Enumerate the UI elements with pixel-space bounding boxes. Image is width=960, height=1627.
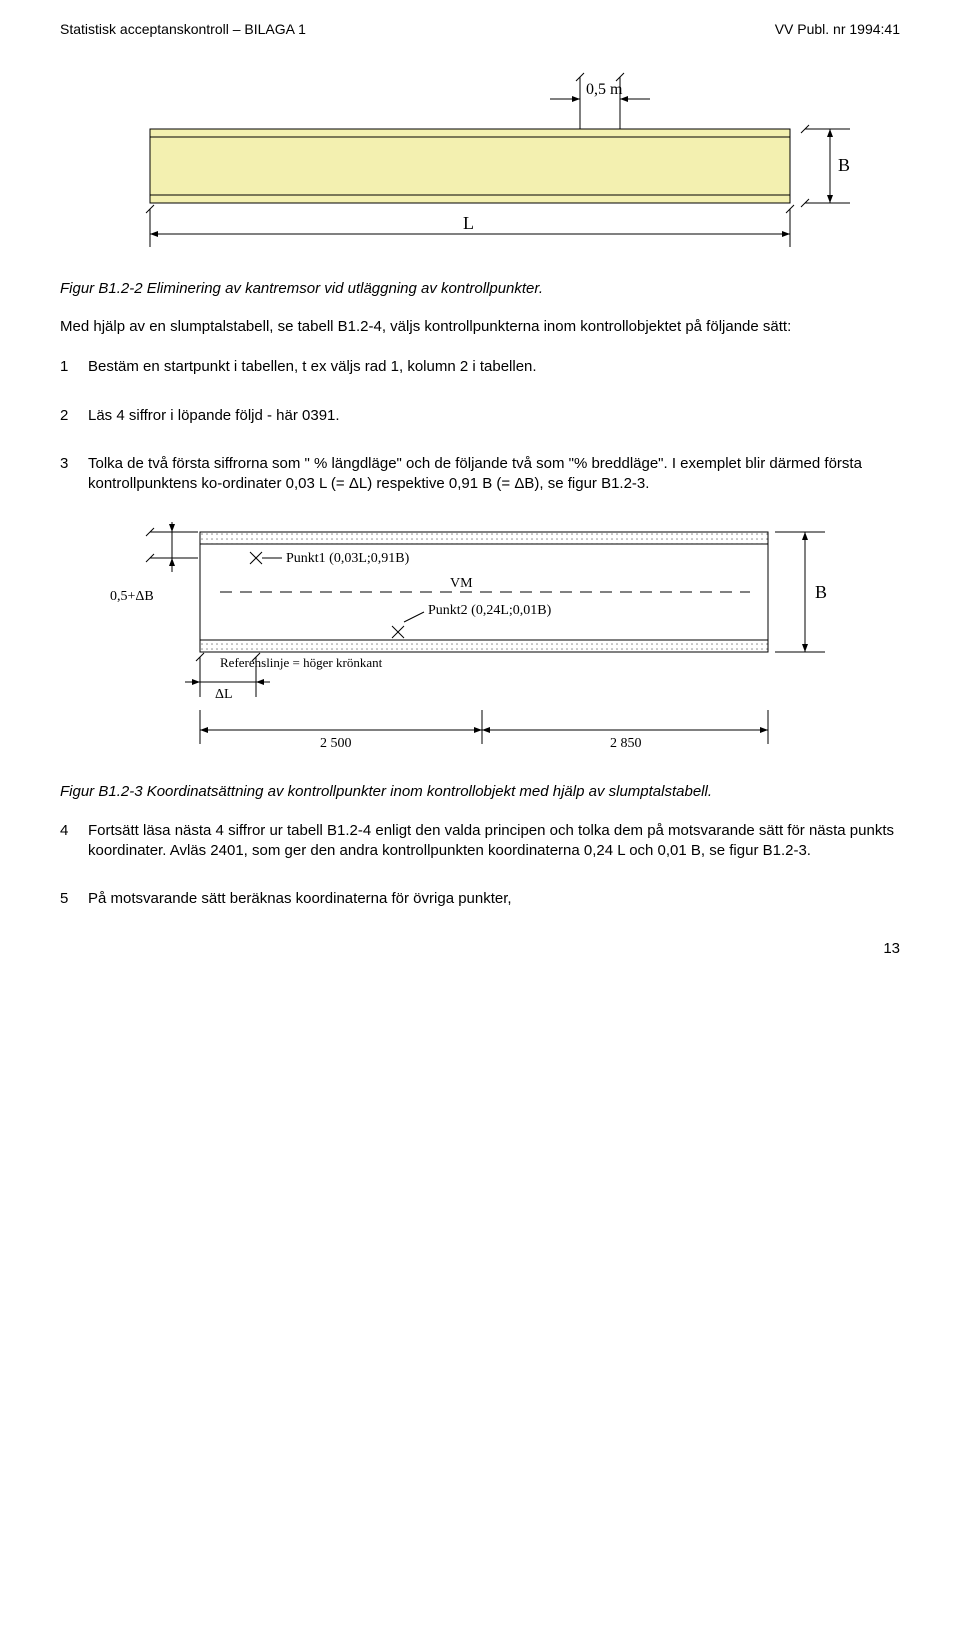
list-item: 5 På motsvarande sätt beräknas koordinat… <box>60 889 900 909</box>
fig2-punkt2: Punkt2 (0,24L;0,01B) <box>428 603 552 618</box>
step-number: 3 <box>60 454 88 495</box>
step-text: Läs 4 siffror i löpande följd - här 0391… <box>88 406 900 426</box>
list-item: 2 Läs 4 siffror i löpande följd - här 03… <box>60 406 900 426</box>
header-right: VV Publ. nr 1994:41 <box>775 20 900 39</box>
fig2-label-b: B <box>815 582 827 602</box>
intro-paragraph: Med hjälp av en slumptalstabell, se tabe… <box>60 317 900 337</box>
fig1-label-b: B <box>838 155 850 175</box>
fig1-label-l: L <box>463 213 474 233</box>
step-text: På motsvarande sätt beräknas koordinater… <box>88 889 900 909</box>
step-number: 5 <box>60 889 88 909</box>
step-number: 4 <box>60 821 88 862</box>
step-number: 1 <box>60 357 88 377</box>
list-item: 4 Fortsätt läsa nästa 4 siffror ur tabel… <box>60 821 900 862</box>
figure-b1-2-3: Punkt1 (0,03L;0,91B) VM Punkt2 (0,24L;0,… <box>110 522 850 762</box>
step-text: Tolka de två första siffrorna som " % lä… <box>88 454 900 495</box>
steps-list-1: 1 Bestäm en startpunkt i tabellen, t ex … <box>60 357 900 494</box>
fig2-vm: VM <box>450 576 473 591</box>
fig2-d-left: 2 500 <box>320 736 352 751</box>
step-number: 2 <box>60 406 88 426</box>
fig1-dim-top: 0,5 m <box>586 81 623 98</box>
list-item: 3 Tolka de två första siffrorna som " % … <box>60 454 900 495</box>
fig2-left-dim: 0,5+ΔB <box>110 589 154 604</box>
page-number: 13 <box>60 939 900 959</box>
figure-b1-2-2: 0,5 m B L <box>110 69 850 259</box>
fig2-caption: Figur B1.2-3 Koordinatsättning av kontro… <box>60 782 900 802</box>
header-left: Statistisk acceptanskontroll – BILAGA 1 <box>60 20 306 39</box>
steps-list-2: 4 Fortsätt läsa nästa 4 siffror ur tabel… <box>60 821 900 910</box>
list-item: 1 Bestäm en startpunkt i tabellen, t ex … <box>60 357 900 377</box>
page-header: Statistisk acceptanskontroll – BILAGA 1 … <box>60 20 900 39</box>
fig2-punkt1: Punkt1 (0,03L;0,91B) <box>286 551 410 566</box>
fig2-dL: ΔL <box>215 687 233 702</box>
fig2-d-right: 2 850 <box>610 736 642 751</box>
fig2-refline: Referenslinje = höger krönkant <box>220 655 383 670</box>
step-text: Fortsätt läsa nästa 4 siffror ur tabell … <box>88 821 900 862</box>
fig1-caption: Figur B1.2-2 Eliminering av kantremsor v… <box>60 279 900 299</box>
step-text: Bestäm en startpunkt i tabellen, t ex vä… <box>88 357 900 377</box>
